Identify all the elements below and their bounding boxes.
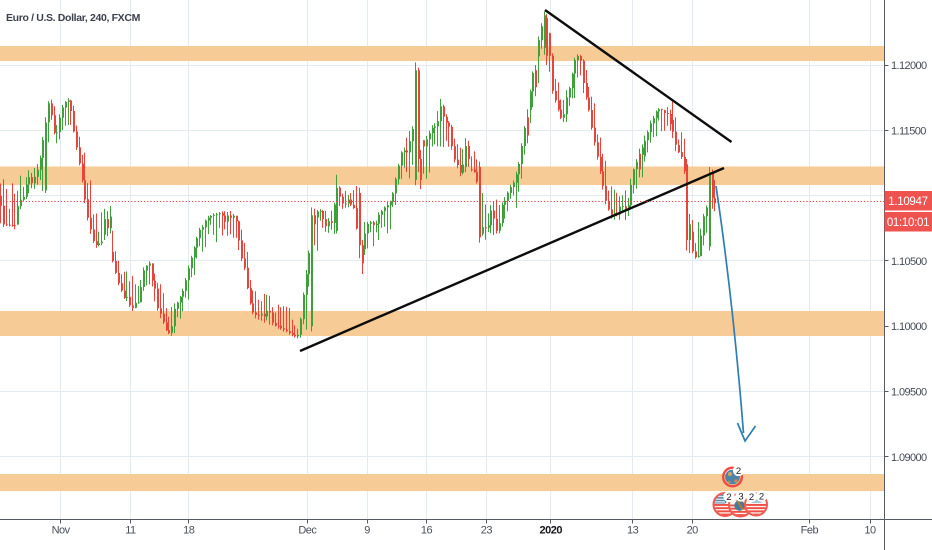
- svg-text:Nov: Nov: [52, 525, 71, 537]
- svg-text:9: 9: [364, 525, 370, 537]
- svg-text:1.09500: 1.09500: [891, 387, 927, 399]
- svg-text:18: 18: [183, 525, 195, 537]
- svg-text:13: 13: [627, 525, 639, 537]
- svg-text:10: 10: [864, 525, 876, 537]
- svg-text:Dec: Dec: [298, 525, 317, 537]
- svg-text:2: 2: [749, 492, 754, 503]
- svg-text:16: 16: [421, 525, 433, 537]
- svg-text:2020: 2020: [540, 525, 563, 537]
- svg-text:Euro / U.S. Dollar, 240, FXCM: Euro / U.S. Dollar, 240, FXCM: [6, 12, 141, 24]
- svg-text:01:10:01: 01:10:01: [887, 217, 929, 229]
- svg-text:11: 11: [125, 525, 136, 537]
- svg-text:1.10947: 1.10947: [888, 196, 927, 208]
- svg-text:1.12000: 1.12000: [891, 60, 927, 72]
- svg-text:3: 3: [738, 491, 743, 502]
- svg-text:23: 23: [481, 525, 493, 537]
- svg-text:1.10500: 1.10500: [891, 256, 927, 268]
- svg-text:1.10000: 1.10000: [891, 321, 927, 333]
- svg-text:20: 20: [687, 525, 699, 537]
- svg-text:1.11500: 1.11500: [891, 125, 926, 137]
- svg-text:Feb: Feb: [801, 525, 819, 537]
- svg-text:2: 2: [726, 492, 731, 503]
- svg-text:2: 2: [759, 491, 764, 502]
- svg-text:2: 2: [736, 466, 741, 477]
- svg-text:1.09000: 1.09000: [891, 452, 927, 464]
